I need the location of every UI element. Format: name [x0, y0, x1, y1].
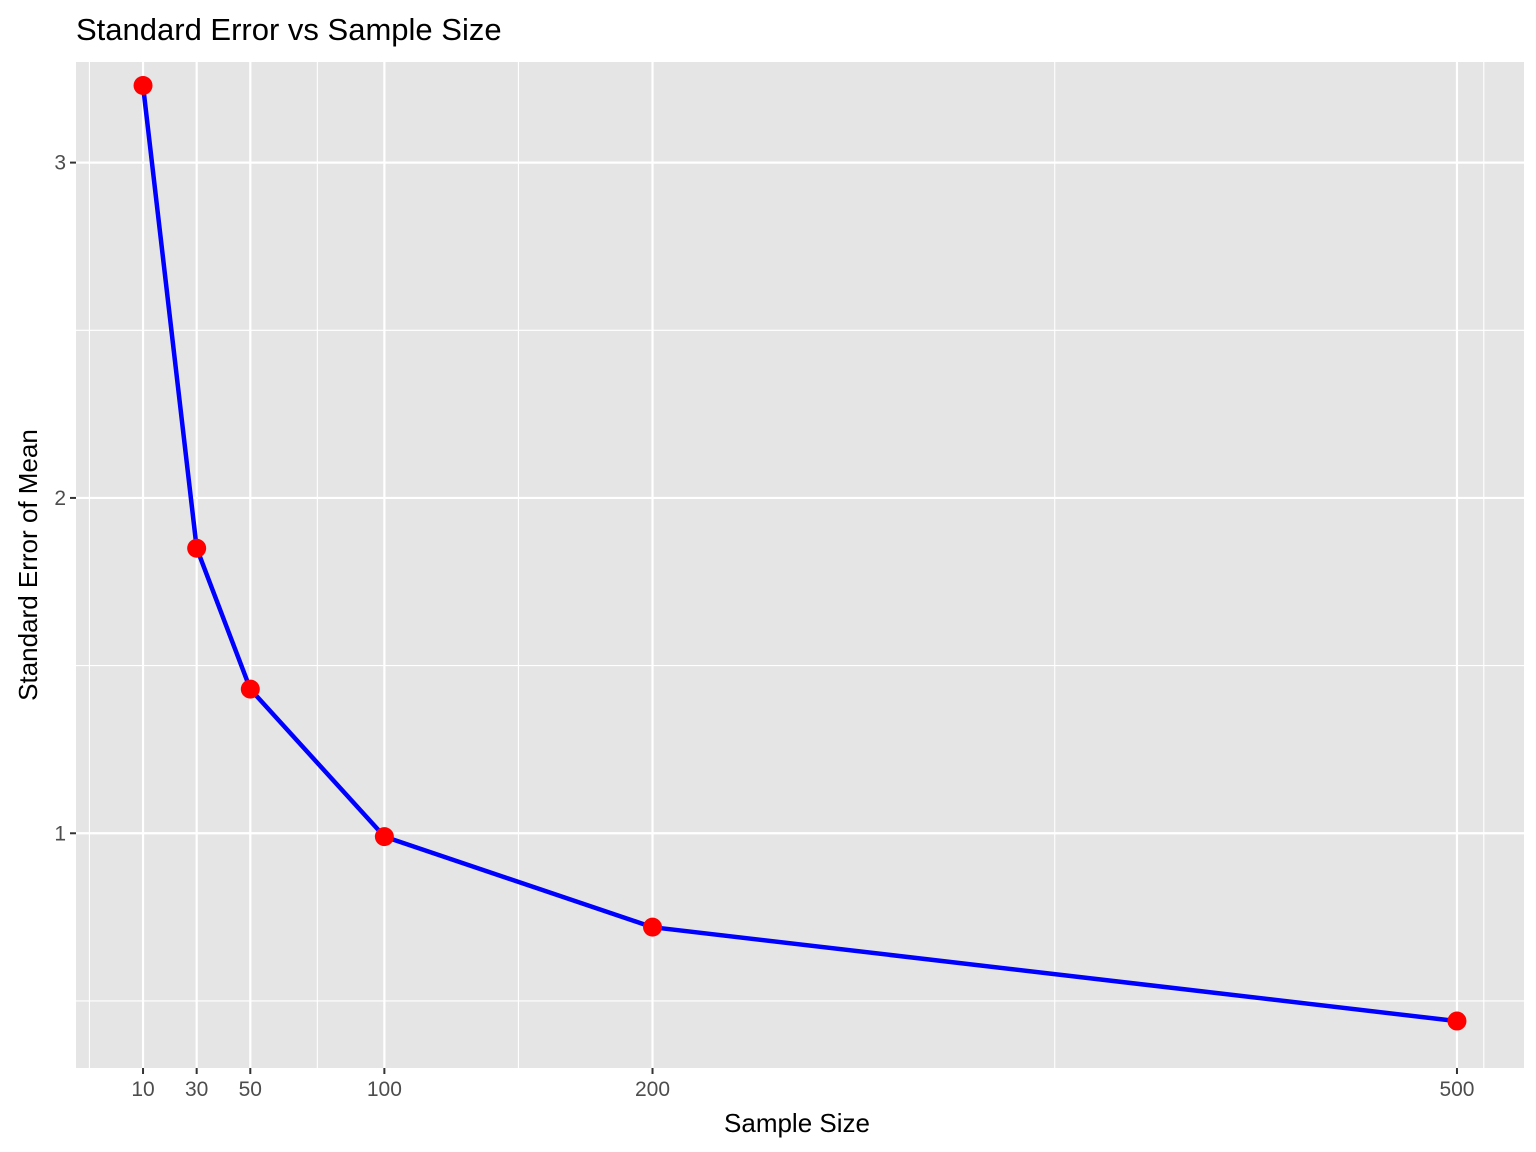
y-tick-label: 1: [54, 822, 66, 845]
tick-labels: 10 30 50 100 200 500 1 2 3: [54, 152, 1474, 1101]
x-tick-label: 50: [239, 1078, 262, 1101]
data-point: [374, 827, 394, 847]
axis-ticks: [70, 161, 1458, 1074]
y-tick-label: 2: [54, 487, 66, 510]
series-layer: [133, 75, 1467, 1031]
x-tick-label: 100: [367, 1078, 402, 1101]
y-axis-title: Standard Error of Mean: [13, 429, 43, 701]
x-tick-label: 200: [635, 1078, 670, 1101]
series-line: [140, 85, 1458, 1024]
minor-gridlines: [76, 62, 1524, 1068]
data-point: [240, 679, 260, 699]
major-gridlines: [76, 62, 1524, 1068]
x-tick-label: 10: [131, 1078, 154, 1101]
plot-panel: [76, 62, 1524, 1068]
y-tick-label: 3: [54, 152, 66, 175]
data-point: [133, 75, 153, 95]
data-point: [643, 917, 663, 937]
x-tick-label: 30: [185, 1078, 208, 1101]
data-point: [187, 538, 207, 558]
data-point: [1447, 1011, 1467, 1031]
x-axis-title: Sample Size: [724, 1108, 870, 1138]
chart-title: Standard Error vs Sample Size: [76, 12, 502, 47]
x-tick-label: 500: [1439, 1078, 1474, 1101]
